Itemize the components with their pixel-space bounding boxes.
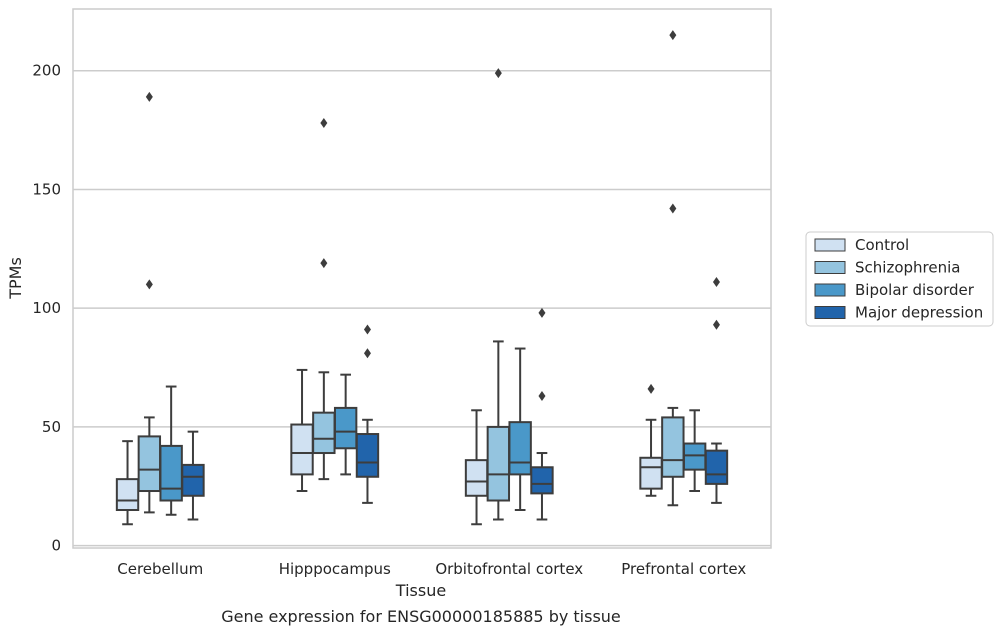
outlier-marker xyxy=(712,277,720,288)
box-plot xyxy=(290,368,314,493)
iqr-box xyxy=(704,449,729,485)
outlier-marker xyxy=(363,324,371,335)
outlier-marker xyxy=(647,383,655,394)
figure-caption: Gene expression for ENSG00000185885 by t… xyxy=(221,607,621,626)
outlier-marker xyxy=(712,319,720,330)
iqr-box xyxy=(530,466,554,495)
y-tick-label: 50 xyxy=(42,418,61,436)
y-tick-label: 150 xyxy=(32,180,61,198)
legend-swatch xyxy=(814,238,846,252)
box-plot xyxy=(486,68,511,521)
outlier-marker xyxy=(669,203,677,214)
outlier-marker xyxy=(320,258,328,269)
legend-label: Bipolar disorder xyxy=(855,281,975,299)
legend-frame xyxy=(805,231,994,327)
box-plot xyxy=(159,385,183,516)
y-axis-title: TPMs xyxy=(6,257,25,300)
outlier-marker xyxy=(538,391,546,402)
x-tick-label: Cerebellum xyxy=(117,560,203,578)
box-plot xyxy=(682,409,707,493)
iqr-box xyxy=(115,478,140,512)
outlier-marker xyxy=(538,307,546,318)
box-plot xyxy=(181,430,205,521)
iqr-box xyxy=(355,433,380,478)
y-tick-label: 100 xyxy=(32,299,61,317)
legend-swatch xyxy=(814,306,846,319)
x-tick-label: Prefrontal cortex xyxy=(621,560,746,578)
outlier-marker xyxy=(145,279,153,290)
x-tick-label: Hipppocampus xyxy=(279,560,391,578)
iqr-box xyxy=(159,444,183,502)
box-plot xyxy=(661,30,685,507)
outlier-marker xyxy=(494,68,502,79)
box-plot xyxy=(137,91,162,514)
x-axis-title: Tissue xyxy=(395,581,446,600)
y-tick-label: 0 xyxy=(51,537,61,555)
gridlines xyxy=(73,69,771,547)
iqr-box xyxy=(333,406,358,450)
iqr-box xyxy=(639,456,663,490)
outlier-marker xyxy=(669,30,677,41)
x-tick-label: Orbitofrontal cortex xyxy=(435,560,583,578)
boxes xyxy=(115,30,729,526)
box-plot xyxy=(115,440,140,526)
iqr-box xyxy=(661,416,685,478)
legend-swatch xyxy=(814,261,846,274)
y-tick-labels: 0 50 100 150 200 xyxy=(32,62,61,555)
box-plot xyxy=(464,409,489,526)
box-plot xyxy=(530,307,554,521)
box-plot xyxy=(333,373,358,476)
y-tick-label: 200 xyxy=(32,62,61,80)
iqr-box xyxy=(508,421,532,476)
box-plot xyxy=(639,383,663,497)
legend-label: Schizophrenia xyxy=(855,259,960,277)
outlier-marker xyxy=(145,91,153,102)
legend-label: Major depression xyxy=(855,304,983,322)
box-plot xyxy=(355,324,380,504)
iqr-box xyxy=(486,425,511,502)
legend: Control Schizophrenia Bipolar disorder Majo… xyxy=(805,231,994,327)
legend-swatch xyxy=(814,283,846,297)
iqr-box xyxy=(181,463,205,497)
iqr-box xyxy=(682,442,707,471)
box-plot xyxy=(704,277,729,504)
box-plot xyxy=(508,347,532,512)
iqr-box xyxy=(290,423,314,476)
x-tick-labels: Cerebellum Hipppocampus Orbitofrontal cort… xyxy=(117,560,746,578)
outlier-marker xyxy=(363,348,371,359)
iqr-box xyxy=(312,411,336,455)
plot-frame xyxy=(72,8,772,549)
outlier-marker xyxy=(320,117,328,128)
iqr-box xyxy=(464,459,489,497)
box-plot xyxy=(312,117,336,481)
iqr-box xyxy=(137,435,162,493)
legend-label: Control xyxy=(855,236,909,254)
